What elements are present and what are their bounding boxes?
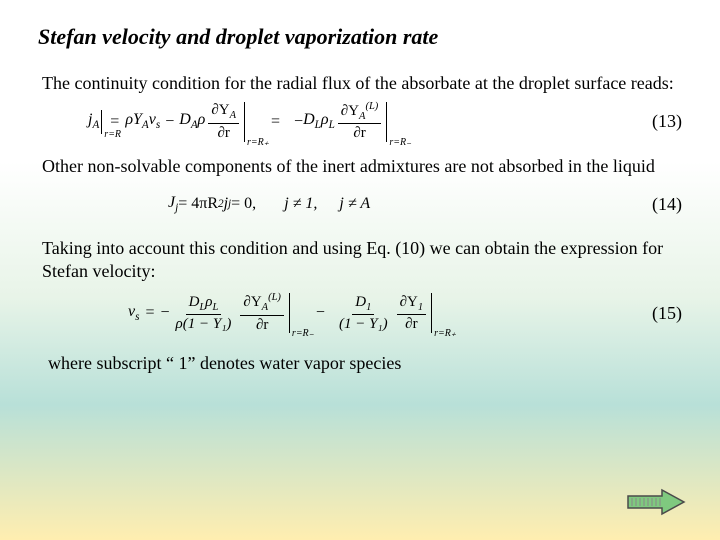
arrow-right-icon (626, 488, 686, 516)
next-arrow-button[interactable] (626, 488, 686, 516)
equation-14-row: Jj = 4πR2 jj = 0, j ≠ 1, j ≠ A (14) (38, 183, 682, 225)
equation-15-row: vs = − DLρL ρ(1 − Y₁) ∂YA(L) ∂r r=R₋ − D… (38, 292, 682, 334)
equation-13: jA r=R = ρYAvs − DAρ ∂YA ∂r r=R₊ = − DLρ… (88, 101, 389, 143)
paragraph-3: Taking into account this condition and u… (42, 237, 682, 282)
slide-title: Stefan velocity and droplet vaporization… (38, 24, 682, 50)
paragraph-2: Other non-solvable components of the ine… (42, 155, 682, 178)
equation-13-row: jA r=R = ρYAvs − DAρ ∂YA ∂r r=R₊ = − DLρ… (38, 101, 682, 143)
equation-13-number: (13) (652, 111, 682, 132)
equation-14-number: (14) (652, 194, 682, 215)
paragraph-1: The continuity condition for the radial … (42, 72, 682, 95)
paragraph-4: where subscript “ 1” denotes water vapor… (48, 352, 682, 375)
equation-14: Jj = 4πR2 jj = 0, j ≠ 1, j ≠ A (168, 194, 370, 214)
equation-15: vs = − DLρL ρ(1 − Y₁) ∂YA(L) ∂r r=R₋ − D… (128, 292, 434, 334)
equation-15-number: (15) (652, 303, 682, 324)
